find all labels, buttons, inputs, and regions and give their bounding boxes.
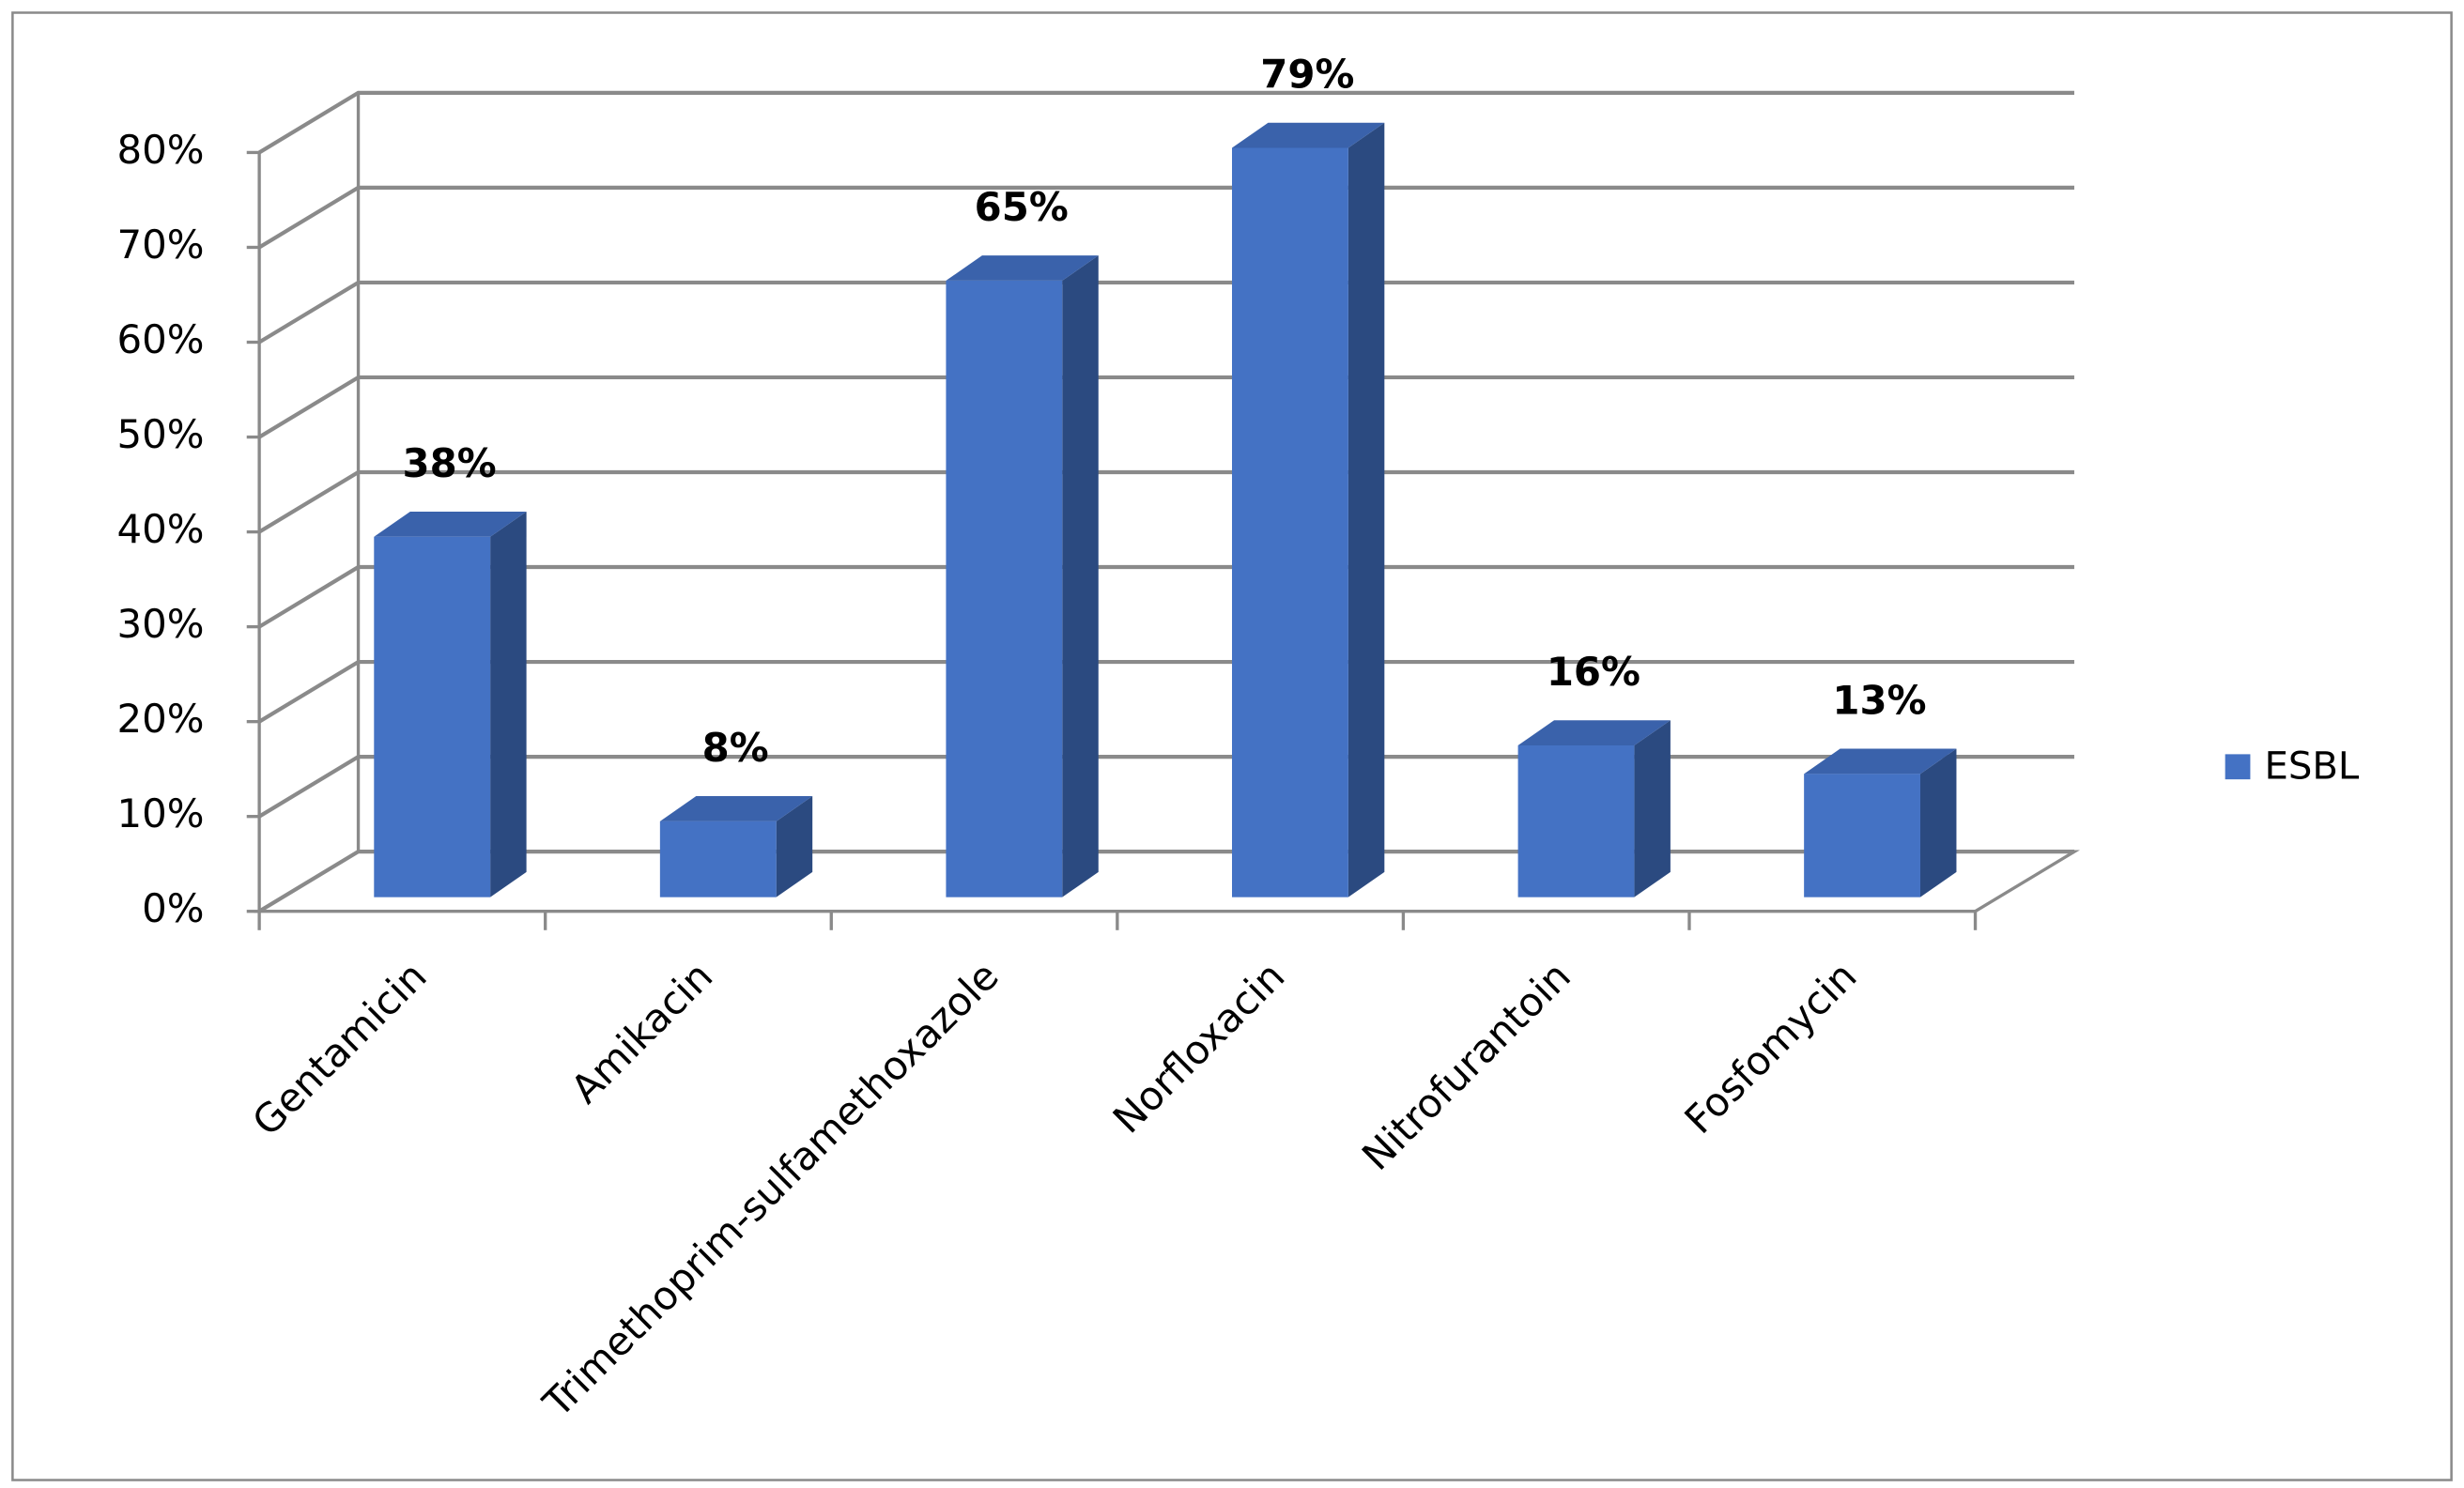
bar-side (1062, 255, 1099, 897)
y-tick-label: 80% (117, 127, 205, 173)
grid-line (258, 90, 2074, 155)
y-tick-label: 40% (117, 506, 205, 552)
bar-side (1634, 720, 1671, 897)
y-tick-label: 20% (117, 696, 205, 742)
grid-line (258, 185, 2074, 250)
bar-top (1804, 748, 1957, 775)
bar (946, 280, 1063, 897)
y-tick-label: 50% (117, 411, 205, 457)
value-label: 38% (403, 440, 497, 486)
value-label: 8% (702, 725, 769, 771)
bar (659, 821, 777, 897)
bar-top (374, 511, 527, 537)
legend-label: ESBL (2264, 744, 2359, 788)
bar-top (946, 255, 1099, 281)
bar (374, 536, 491, 897)
grid-line (258, 564, 2074, 629)
bar-side (490, 511, 527, 897)
value-label: 65% (975, 184, 1069, 230)
y-tick-label: 0% (142, 885, 204, 931)
grid-line (258, 375, 2074, 439)
grid-line (258, 469, 2074, 534)
bar-top (1232, 122, 1385, 148)
grid-line (258, 659, 2074, 724)
y-tick-label: 60% (117, 316, 205, 362)
bar-top (1517, 720, 1671, 746)
value-label: 79% (1260, 52, 1354, 98)
bar-side (1348, 122, 1385, 897)
y-tick-label: 30% (117, 601, 205, 647)
grid-line (258, 755, 2074, 819)
y-tick-label: 70% (117, 222, 205, 268)
value-label: 16% (1547, 649, 1640, 695)
legend-swatch (2225, 754, 2251, 780)
bar (1517, 745, 1635, 897)
bar-top (659, 796, 813, 821)
grid-line (258, 280, 2074, 345)
bar (1804, 774, 1920, 897)
bar (1232, 147, 1348, 897)
bar-side (1919, 748, 1957, 897)
grid-line (258, 850, 2074, 913)
bar-side (776, 796, 813, 897)
value-label: 13% (1832, 678, 1926, 724)
y-tick-label: 10% (117, 790, 205, 836)
